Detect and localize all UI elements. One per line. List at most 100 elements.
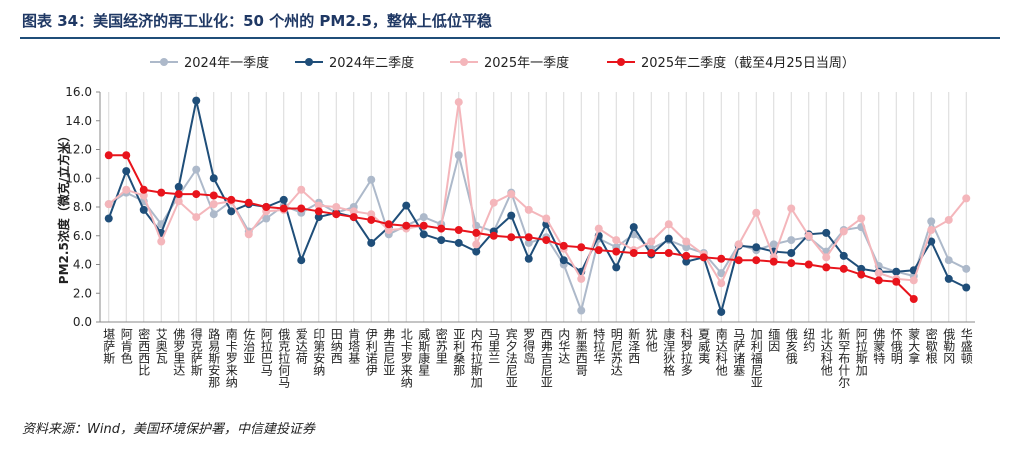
point: [629, 249, 638, 257]
point: [157, 188, 166, 197]
point: [454, 226, 463, 234]
point: [787, 259, 796, 268]
point: [174, 197, 183, 206]
x-tick-label: 夏威夷: [697, 328, 711, 364]
point: [332, 210, 341, 219]
point: [962, 283, 971, 292]
point: [612, 236, 621, 245]
x-tick-label: 内布拉斯加: [469, 328, 483, 389]
point: [682, 237, 691, 246]
legend-marker: [617, 58, 625, 66]
point: [209, 200, 218, 209]
point: [734, 256, 743, 265]
x-tick-label: 南卡罗来纳: [224, 327, 238, 388]
point: [279, 204, 288, 213]
point: [104, 214, 113, 223]
point: [209, 174, 218, 183]
point: [769, 257, 778, 266]
x-tick-label: 新墨西哥: [574, 327, 588, 376]
point: [577, 243, 586, 252]
y-axis-label: PM2.5浓度（微克/立方米）: [56, 130, 71, 284]
series-line: [108, 155, 967, 314]
point: [507, 190, 516, 199]
x-tick-label: 阿肯色: [119, 328, 133, 364]
point: [962, 194, 971, 203]
point: [909, 295, 918, 303]
series-line: [108, 101, 968, 286]
point: [367, 175, 376, 184]
point: [804, 260, 813, 269]
point: [192, 96, 201, 105]
point: [647, 249, 656, 257]
point: [822, 253, 831, 262]
x-tick-label: 弗吉尼亚: [382, 328, 396, 376]
point: [944, 256, 953, 265]
point: [682, 251, 691, 260]
point: [489, 231, 498, 240]
point: [944, 215, 953, 224]
point: [454, 151, 463, 160]
point: [962, 264, 971, 273]
point: [909, 276, 918, 285]
point: [314, 213, 323, 222]
point: [262, 203, 271, 211]
point: [209, 210, 218, 219]
point: [699, 253, 708, 262]
point: [594, 246, 603, 255]
point: [542, 214, 551, 223]
x-tick-label: 田纳西: [329, 328, 343, 364]
x-tick-label: 伊利诺伊: [364, 328, 378, 376]
point: [122, 151, 131, 160]
point: [664, 234, 673, 243]
x-tick-label: 科罗拉多: [679, 328, 693, 377]
x-tick-label: 阿拉斯加: [854, 328, 868, 377]
x-tick-label: 佐治亚: [242, 328, 256, 364]
point: [577, 306, 586, 315]
point: [419, 230, 428, 239]
point: [419, 221, 428, 230]
x-tick-label: 俄勒冈: [942, 328, 956, 364]
y-tick-label: 4.0: [73, 258, 92, 272]
x-tick-label: 新泽西: [627, 327, 641, 364]
point: [822, 263, 831, 272]
point: [664, 220, 673, 229]
x-tick-label: 北达科他: [819, 328, 833, 376]
point: [612, 263, 621, 272]
point: [384, 226, 393, 234]
point: [454, 98, 463, 107]
point: [822, 228, 831, 237]
x-tick-label: 佛罗里达: [172, 328, 186, 376]
x-tick-label: 密苏里: [434, 327, 448, 364]
x-tick-label: 特拉华: [592, 327, 606, 364]
point: [857, 270, 866, 279]
point: [419, 213, 428, 222]
legend-label: 2025年二季度（截至4月25日当周）: [641, 55, 855, 71]
point: [874, 269, 883, 278]
legend-marker: [305, 58, 313, 66]
point: [227, 195, 236, 204]
point: [349, 207, 358, 216]
point: [524, 205, 533, 214]
point: [752, 243, 761, 252]
x-tick-label: 爱达荷: [294, 328, 308, 364]
y-tick-label: 12.0: [65, 143, 92, 157]
point: [139, 185, 148, 194]
point: [717, 269, 726, 278]
point: [367, 215, 376, 224]
legend-label: 2024年一季度: [184, 55, 269, 71]
source: 资料来源：Wind，美国环境保护署，中信建投证券: [22, 422, 316, 437]
x-tick-label: 肯塔基: [347, 328, 361, 364]
point: [122, 167, 131, 176]
point: [139, 191, 148, 200]
point: [367, 238, 376, 247]
point: [104, 151, 113, 160]
x-tick-label: 密歇根: [924, 327, 938, 364]
legend-marker: [460, 58, 468, 66]
point: [927, 217, 936, 226]
y-tick-label: 14.0: [65, 114, 92, 128]
y-tick-label: 10.0: [65, 171, 92, 185]
point: [279, 195, 288, 204]
point: [104, 200, 113, 209]
point: [839, 251, 848, 260]
point: [804, 231, 813, 240]
